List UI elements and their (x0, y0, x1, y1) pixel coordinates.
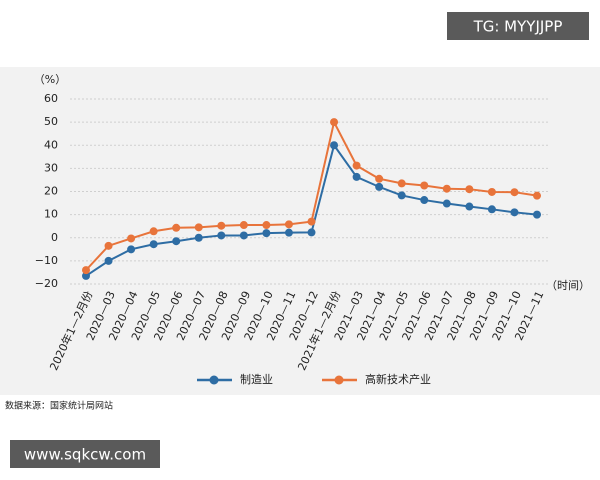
y-tick-label: 0 (51, 231, 58, 244)
data-point (239, 231, 248, 240)
x-unit-label: （时间） (546, 279, 590, 292)
watermark: www.sqkcw.com (24, 446, 146, 464)
data-point (104, 241, 113, 250)
data-point (284, 228, 293, 237)
data-point (533, 191, 541, 200)
y-tick-label: 60 (44, 92, 58, 105)
data-point (352, 161, 361, 170)
data-point (510, 208, 519, 217)
data-point (284, 220, 293, 229)
data-point (149, 227, 158, 236)
watermark: TG: MYYJJPP (473, 18, 563, 36)
y-tick-label: −10 (35, 254, 58, 267)
y-tick-label: 40 (44, 138, 58, 151)
chart-panel (0, 67, 600, 395)
y-tick-label: 30 (44, 161, 58, 174)
data-point (510, 188, 519, 197)
data-point (442, 199, 451, 208)
data-point (149, 240, 158, 249)
data-point (82, 266, 90, 275)
data-point (194, 223, 203, 232)
data-point (375, 182, 384, 191)
data-point (307, 217, 316, 226)
data-point (420, 196, 429, 205)
data-point (262, 229, 271, 238)
data-point (172, 237, 181, 246)
data-point (239, 221, 248, 230)
y-tick-label: 10 (44, 208, 58, 221)
data-point (420, 181, 429, 190)
data-point (487, 205, 496, 214)
data-point (352, 172, 361, 181)
data-point (194, 233, 203, 242)
data-point (217, 221, 226, 230)
watermark-box (447, 12, 589, 40)
y-tick-label: −20 (35, 277, 58, 290)
data-point (442, 184, 451, 193)
source: 数据来源：国家统计局网站 (5, 400, 113, 412)
legend-marker (209, 375, 219, 385)
data-point (397, 191, 406, 200)
data-point (127, 234, 136, 243)
data-point (330, 141, 339, 150)
y-unit-label: （%） (34, 73, 66, 86)
legend-marker (334, 375, 344, 385)
data-point (262, 221, 271, 230)
data-point (465, 202, 474, 211)
y-tick-label: 20 (44, 185, 58, 198)
legend-label: 制造业 (240, 372, 273, 386)
data-point (533, 210, 541, 219)
data-point (487, 187, 496, 196)
data-point (397, 179, 406, 188)
data-point (82, 271, 90, 280)
data-point (330, 118, 339, 127)
y-tick-label: 50 (44, 115, 58, 128)
data-point (172, 223, 181, 232)
data-point (104, 256, 113, 265)
legend-label: 高新技术产业 (365, 372, 431, 386)
data-point (217, 231, 226, 240)
data-point (127, 245, 136, 254)
data-point (375, 174, 384, 183)
watermark-box (10, 440, 160, 468)
data-point (307, 228, 316, 237)
data-point (465, 185, 474, 194)
